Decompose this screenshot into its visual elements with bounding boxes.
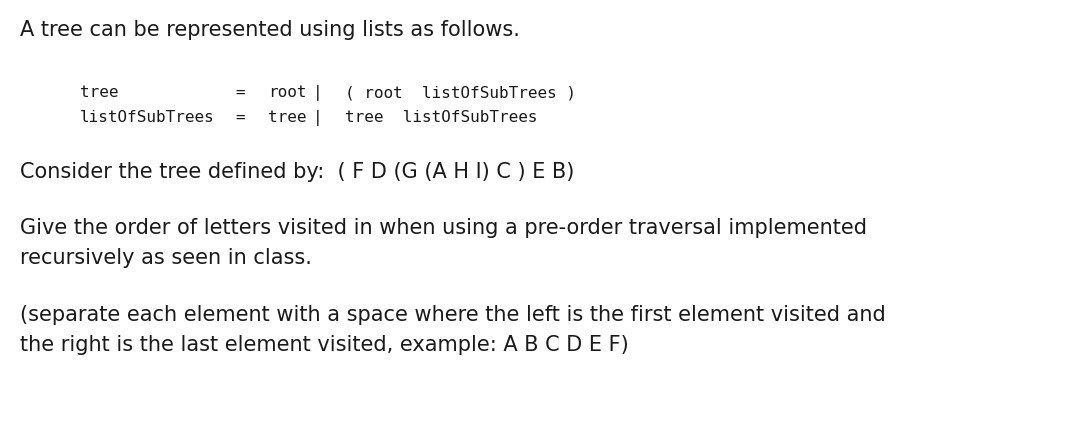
Text: =: = [235,85,244,100]
Text: the right is the last element visited, example: A B C D E F): the right is the last element visited, e… [20,335,629,355]
Text: recursively as seen in class.: recursively as seen in class. [20,248,312,268]
Text: tree  listOfSubTrees: tree listOfSubTrees [346,110,537,125]
Text: Give the order of letters visited in when using a pre-order traversal implemente: Give the order of letters visited in whe… [20,218,867,238]
Text: A tree can be represented using lists as follows.: A tree can be represented using lists as… [20,20,520,40]
Text: Consider the tree defined by:  ( F D (G (A H I) C ) E B): Consider the tree defined by: ( F D (G (… [20,162,574,182]
Text: tree: tree [80,85,119,100]
Text: =: = [235,110,244,125]
Text: |: | [313,110,323,126]
Text: |: | [313,85,323,101]
Text: root: root [268,85,306,100]
Text: ( root  listOfSubTrees ): ( root listOfSubTrees ) [346,85,576,100]
Text: (separate each element with a space where the left is the first element visited : (separate each element with a space wher… [20,305,886,325]
Text: listOfSubTrees: listOfSubTrees [80,110,215,125]
Text: tree: tree [268,110,306,125]
